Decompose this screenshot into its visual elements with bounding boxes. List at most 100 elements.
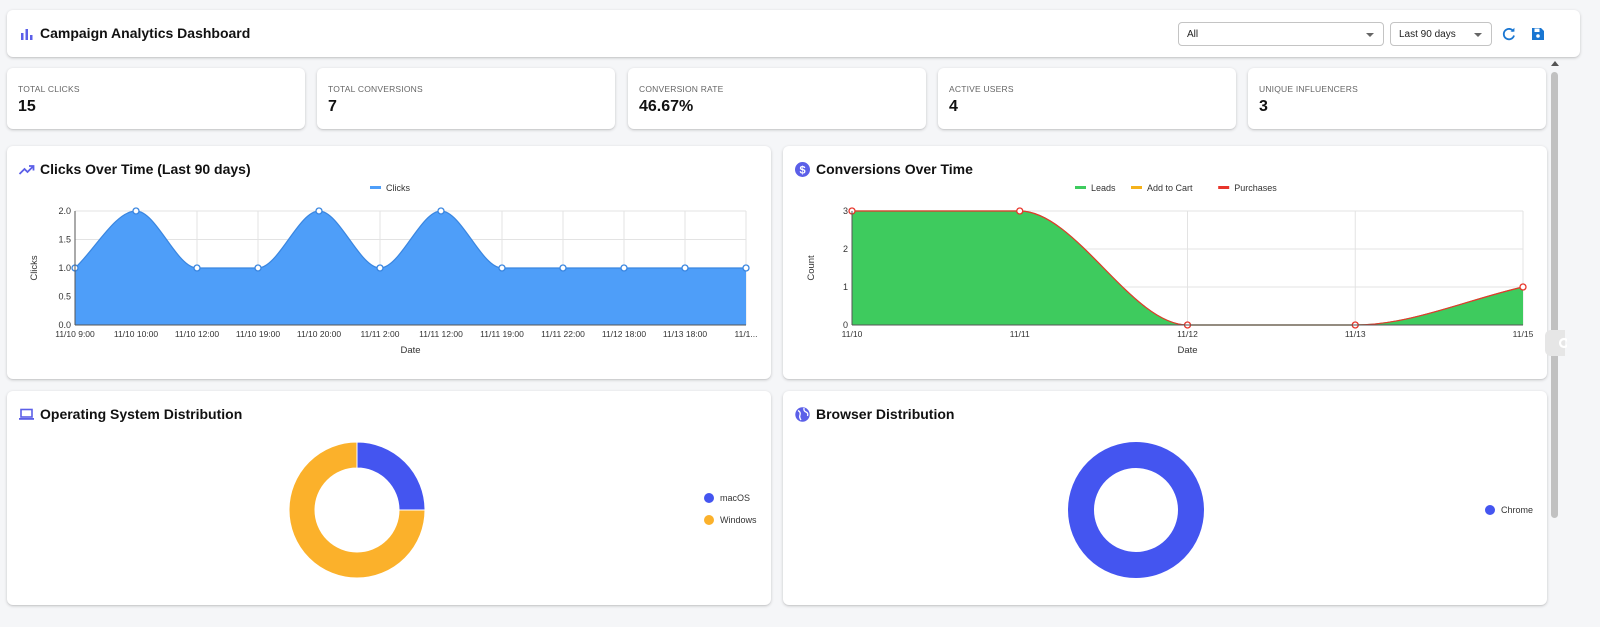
legend-swatch — [1075, 186, 1086, 189]
legend-label: macOS — [720, 493, 750, 503]
stat-value: 15 — [18, 98, 36, 115]
chart-legend: Chrome — [1485, 505, 1533, 515]
data-point — [559, 264, 567, 272]
panel-title: Operating System Distribution — [40, 406, 243, 422]
date-range-value: Last 90 days — [1399, 29, 1456, 40]
dashboard-header: Campaign Analytics Dashboard All Last 90… — [7, 10, 1580, 57]
x-axis-label: Date — [400, 345, 420, 356]
stat-label: UNIQUE INFLUENCERS — [1259, 84, 1359, 94]
data-point — [315, 207, 323, 215]
stat-card-total-clicks: TOTAL CLICKS 15 — [7, 68, 305, 129]
donut-slice — [356, 441, 426, 511]
data-point — [1016, 207, 1024, 215]
chart-legend: Leads Add to Cart Purchases — [1075, 183, 1277, 193]
stat-label: CONVERSION RATE — [639, 84, 724, 94]
chevron-down-icon — [1474, 33, 1482, 37]
clicks-chart: 0.0 0.5 1.0 1.5 2.0 11/10 9:00 11/10 10:00 11/1… — [29, 183, 758, 356]
x-tick-label: 11/1... — [735, 329, 758, 339]
gear-icon — [1558, 337, 1567, 349]
x-tick-label: 11/10 12:00 — [175, 329, 220, 339]
panel-title: Browser Distribution — [816, 406, 955, 422]
data-point — [498, 264, 506, 272]
panel-title: Clicks Over Time (Last 90 days) — [40, 161, 251, 177]
y-axis-label: Count — [806, 255, 817, 281]
chart-legend: macOS Windows — [704, 493, 757, 525]
save-icon[interactable] — [1530, 26, 1546, 42]
data-point — [376, 264, 384, 272]
data-point — [254, 264, 262, 272]
x-axis-label: Date — [1177, 345, 1197, 356]
x-tick-label: 11/11 12:00 — [419, 329, 463, 339]
conversions-chart: 0 1 2 3 11/10 11/11 11/12 11/13 11/15 Date Count Le… — [806, 183, 1534, 356]
y-tick-label: 1.0 — [58, 263, 71, 273]
os-donut-chart: macOS Windows — [288, 441, 757, 579]
svg-text:$: $ — [799, 165, 805, 177]
donut-slice — [1068, 442, 1204, 578]
scroll-up-arrow-icon[interactable] — [1551, 61, 1559, 66]
legend-swatch — [1485, 505, 1495, 515]
panel-title: Conversions Over Time — [816, 161, 973, 177]
browser-distribution-panel: Browser Distribution Chrome — [783, 391, 1547, 605]
conversions-over-time-panel: $ Conversions Over Time 0 1 2 3 11/10 11/11 11… — [783, 146, 1547, 379]
page-title: Campaign Analytics Dashboard — [40, 25, 251, 41]
donut-group — [1068, 442, 1204, 578]
data-point — [132, 207, 140, 215]
dollar-circle-icon: $ — [795, 162, 810, 177]
data-point — [620, 264, 628, 272]
filter-select-value: All — [1187, 29, 1199, 40]
stat-label: TOTAL CLICKS — [18, 84, 80, 94]
x-tick-label: 11/15 — [1513, 329, 1534, 339]
y-tick-label: 3 — [843, 206, 848, 216]
trending-up-icon — [18, 165, 35, 175]
y-tick-label: 2.0 — [58, 206, 71, 216]
x-tick-label: 11/10 20:00 — [297, 329, 342, 339]
y-axis-label: Clicks — [29, 255, 40, 281]
y-tick-label: 2 — [843, 244, 848, 254]
chart-plot: 0 1 2 3 11/10 11/11 11/12 11/13 11/15 Date Count — [806, 206, 1534, 356]
scrollbar-thumb[interactable] — [1551, 72, 1558, 518]
browser-donut-chart: Chrome — [1068, 442, 1533, 578]
x-tick-label: 11/13 — [1345, 329, 1366, 339]
stat-card-conversion-rate: CONVERSION RATE 46.67% — [628, 68, 926, 129]
x-tick-label: 11/11 19:00 — [480, 329, 524, 339]
stat-value: 4 — [949, 98, 958, 115]
filter-select[interactable]: All — [1178, 22, 1384, 46]
legend-label: Windows — [720, 515, 757, 525]
series-area — [852, 211, 1523, 325]
x-tick-label: 11/10 10:00 — [114, 329, 159, 339]
series-area — [75, 211, 746, 325]
legend-swatch — [1131, 186, 1142, 189]
data-point — [437, 207, 445, 215]
os-distribution-panel: Operating System Distribution macOS Windo… — [7, 391, 771, 605]
legend-swatch — [704, 515, 714, 525]
stat-value: 7 — [328, 98, 337, 115]
data-point — [1519, 283, 1527, 291]
bar-chart-icon — [21, 29, 33, 40]
refresh-icon[interactable] — [1501, 26, 1517, 42]
donut-group — [288, 441, 426, 579]
data-point — [742, 264, 750, 272]
stat-value: 3 — [1259, 98, 1268, 115]
x-tick-label: 11/10 19:00 — [236, 329, 281, 339]
stat-value: 46.67% — [639, 98, 694, 115]
laptop-icon — [19, 408, 34, 420]
legend-swatch — [1218, 186, 1230, 189]
legend-label: Leads — [1091, 183, 1116, 193]
legend-label: Chrome — [1501, 505, 1533, 515]
stat-card-total-conversions: TOTAL CONVERSIONS 7 — [317, 68, 615, 129]
x-tick-label: 11/12 18:00 — [602, 329, 647, 339]
y-tick-label: 1 — [843, 282, 848, 292]
legend-swatch — [370, 186, 381, 189]
stat-label: ACTIVE USERS — [949, 84, 1014, 94]
y-tick-label: 0.0 — [58, 320, 71, 330]
date-range-select[interactable]: Last 90 days — [1390, 22, 1492, 46]
donut-slice — [288, 441, 426, 579]
stat-card-unique-influencers: UNIQUE INFLUENCERS 3 — [1248, 68, 1546, 129]
x-tick-label: 11/11 22:00 — [541, 329, 585, 339]
x-tick-label: 11/11 — [1010, 329, 1030, 339]
globe-icon — [795, 407, 810, 422]
y-tick-label: 1.5 — [58, 235, 71, 245]
legend-swatch — [704, 493, 714, 503]
y-tick-label: 0.5 — [58, 292, 71, 302]
side-settings-tab[interactable] — [1545, 330, 1567, 356]
